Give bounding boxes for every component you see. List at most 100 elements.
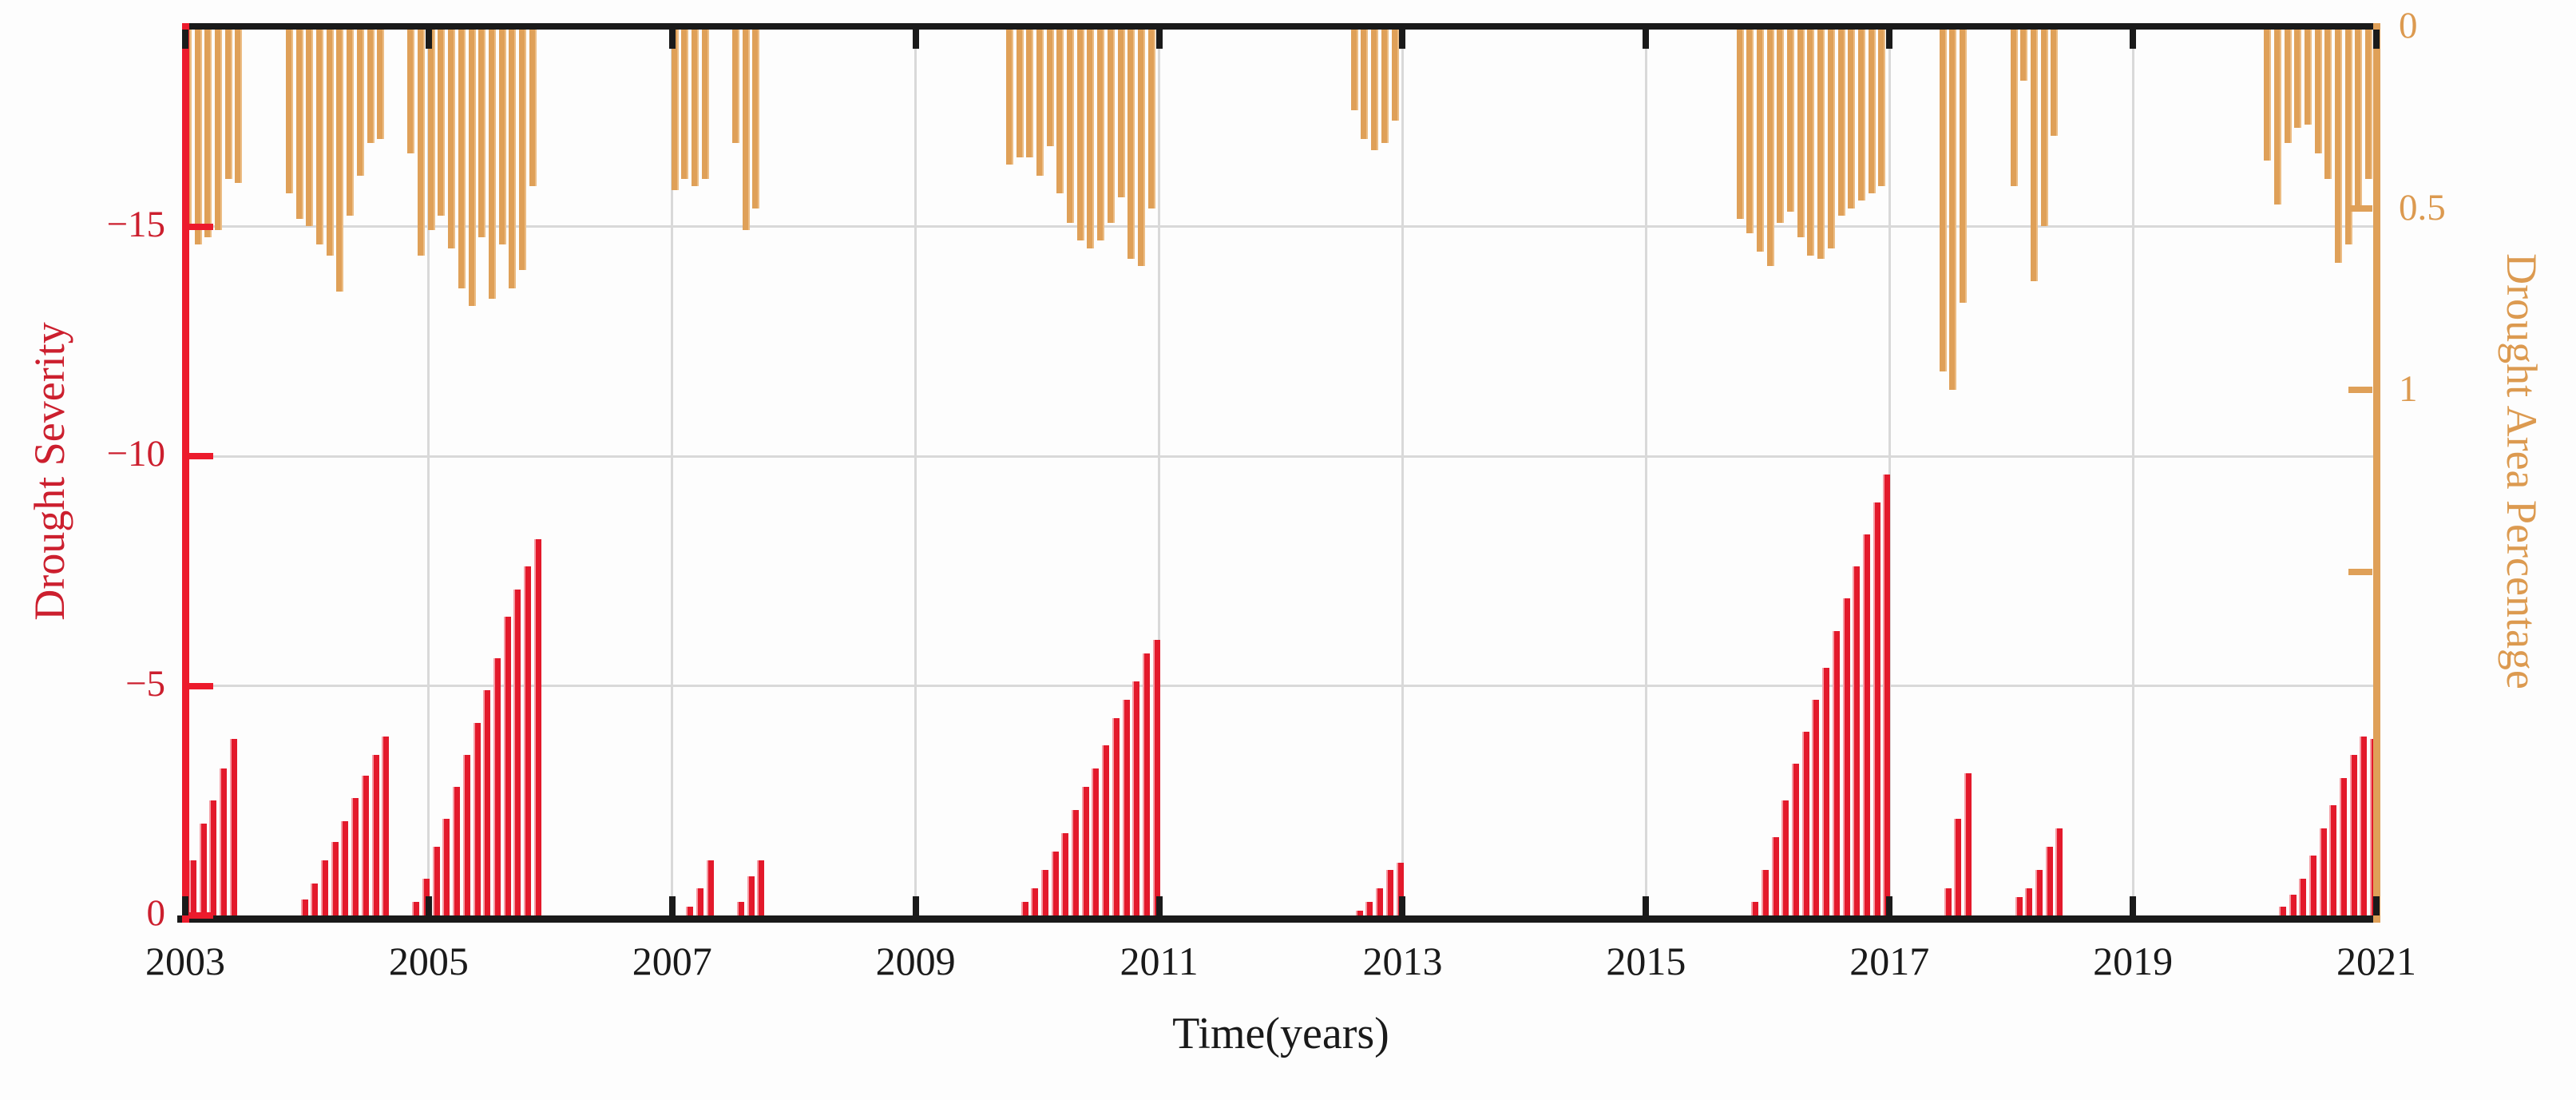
severity-tick-label--10: −10 <box>106 433 165 475</box>
severity-bar-event5-m12 <box>1132 681 1140 915</box>
area-bar-event0-m3 <box>214 30 222 230</box>
severity-bar-event8-m0 <box>1944 888 1952 915</box>
severity-tick--5 <box>189 682 213 689</box>
x-tick-top-2009 <box>912 30 919 49</box>
severity-bar-event5-m7 <box>1081 787 1089 915</box>
area-bar-event6-m2 <box>1371 30 1379 150</box>
severity-bar-event1-m9 <box>382 736 390 915</box>
area-bar-event7-m10 <box>1837 30 1845 216</box>
area-bar-event4-m2 <box>752 30 760 208</box>
severity-bar-event6-m2 <box>1376 888 1384 915</box>
severity-bar-event0-m0 <box>188 860 196 915</box>
severity-bar-event2-m4 <box>453 787 461 915</box>
gridline-severity--5 <box>185 685 2376 687</box>
x-tick-bottom-2007 <box>668 896 676 915</box>
area-bar-event7-m12 <box>1857 30 1865 201</box>
area-bar-event2-m9 <box>498 30 506 244</box>
area-bar-event5-m11 <box>1117 30 1125 197</box>
gridline-year-2019 <box>2131 26 2134 915</box>
severity-bar-event7-m3 <box>1771 837 1779 915</box>
area-bar-event7-m11 <box>1848 30 1856 208</box>
severity-bar-event7-m9 <box>1832 630 1840 915</box>
area-bar-event7-m4 <box>1777 30 1785 223</box>
x-axis-title: Time(years) <box>1172 1009 1389 1058</box>
severity-bar-event10-m1 <box>2278 906 2286 915</box>
severity-bar-event5-m11 <box>1122 699 1130 915</box>
x-tick-bottom-2017 <box>1886 896 1893 915</box>
area-bar-event10-m6 <box>2324 30 2332 180</box>
area-bar-event0-m5 <box>235 30 243 183</box>
severity-bar-event7-m8 <box>1822 667 1830 915</box>
severity-bar-event5-m9 <box>1102 745 1110 915</box>
severity-bar-event5-m3 <box>1040 869 1048 915</box>
area-bar-event3-m1 <box>681 30 689 180</box>
severity-bar-event4-m1 <box>747 876 755 915</box>
x-tick-bottom-2013 <box>1399 896 1406 915</box>
gridline-year-2005 <box>427 26 430 915</box>
severity-bar-event0-m4 <box>229 738 237 915</box>
severity-bar-event1-m8 <box>371 754 379 915</box>
area-bar-event10-m9 <box>2355 30 2363 208</box>
severity-bar-event9-m4 <box>2055 828 2063 915</box>
area-tick-label-0: 0 <box>2399 5 2418 46</box>
severity-bar-event7-m7 <box>1812 699 1820 915</box>
area-bar-event2-m3 <box>438 30 446 216</box>
area-bar-event1-m5 <box>336 30 344 292</box>
plot-top-border <box>182 23 2380 30</box>
x-axis-line <box>177 915 2380 923</box>
x-tick-bottom-2019 <box>2130 896 2137 915</box>
severity-bar-event4-m2 <box>757 860 765 915</box>
gridline-year-2013 <box>1401 26 1404 915</box>
x-tick-label-2011: 2011 <box>1120 939 1199 983</box>
severity-bar-event5-m2 <box>1031 888 1039 915</box>
area-tick-label-0.5: 0.5 <box>2399 186 2446 228</box>
area-bar-event5-m12 <box>1127 30 1135 260</box>
severity-bar-event2-m6 <box>473 722 481 915</box>
area-bar-event6-m1 <box>1361 30 1369 140</box>
area-bar-event7-m5 <box>1787 30 1795 212</box>
severity-bar-event7-m10 <box>1842 598 1850 915</box>
area-bar-event10-m2 <box>2284 30 2292 143</box>
severity-bar-event8-m2 <box>1964 772 1972 915</box>
severity-bar-event7-m4 <box>1781 800 1789 915</box>
x-tick-top-2013 <box>1399 30 1406 49</box>
x-tick-top-2015 <box>1643 30 1650 49</box>
area-bar-event7-m13 <box>1868 30 1876 194</box>
area-bar-event6-m3 <box>1381 30 1389 143</box>
area-bar-event2-m0 <box>407 30 415 154</box>
area-tick-1.5 <box>2348 568 2372 575</box>
x-tick-bottom-2003 <box>182 896 188 915</box>
area-bar-event5-m6 <box>1067 30 1075 223</box>
area-bar-event1-m4 <box>326 30 334 256</box>
x-tick-top-2021 <box>2372 30 2380 49</box>
severity-tick-0 <box>189 912 213 919</box>
severity-bar-event1-m4 <box>331 842 339 915</box>
severity-bar-event2-m5 <box>462 754 470 915</box>
severity-bar-event6-m1 <box>1365 901 1373 915</box>
severity-bar-event2-m10 <box>513 589 521 915</box>
severity-bar-event5-m8 <box>1092 768 1100 915</box>
area-bar-event9-m1 <box>2020 30 2028 81</box>
right-axis-title: Drought Area Percentage <box>2498 253 2546 689</box>
severity-bar-event7-m11 <box>1853 566 1861 915</box>
area-bar-event10-m10 <box>2365 30 2373 180</box>
severity-bar-event6-m0 <box>1355 911 1363 915</box>
gridline-year-2011 <box>1158 26 1161 915</box>
area-bar-event7-m7 <box>1807 30 1815 256</box>
area-tick-0.5 <box>2348 205 2372 212</box>
area-bar-event1-m9 <box>377 30 385 140</box>
area-bar-event2-m8 <box>488 30 496 300</box>
area-bar-event10-m8 <box>2344 30 2352 244</box>
area-bar-event2-m2 <box>427 30 435 230</box>
x-tick-label-2013: 2013 <box>1362 939 1443 983</box>
area-bar-event0-m4 <box>224 30 232 180</box>
area-bar-event4-m1 <box>742 30 750 230</box>
severity-bar-event6-m4 <box>1396 862 1404 915</box>
severity-bar-event2-m2 <box>432 846 440 915</box>
area-bar-event5-m8 <box>1087 30 1095 248</box>
area-bar-event5-m13 <box>1137 30 1145 267</box>
area-bar-event5-m2 <box>1026 30 1034 157</box>
area-bar-event7-m14 <box>1878 30 1886 187</box>
area-bar-event4-m0 <box>731 30 739 143</box>
x-tick-label-2007: 2007 <box>632 939 712 983</box>
